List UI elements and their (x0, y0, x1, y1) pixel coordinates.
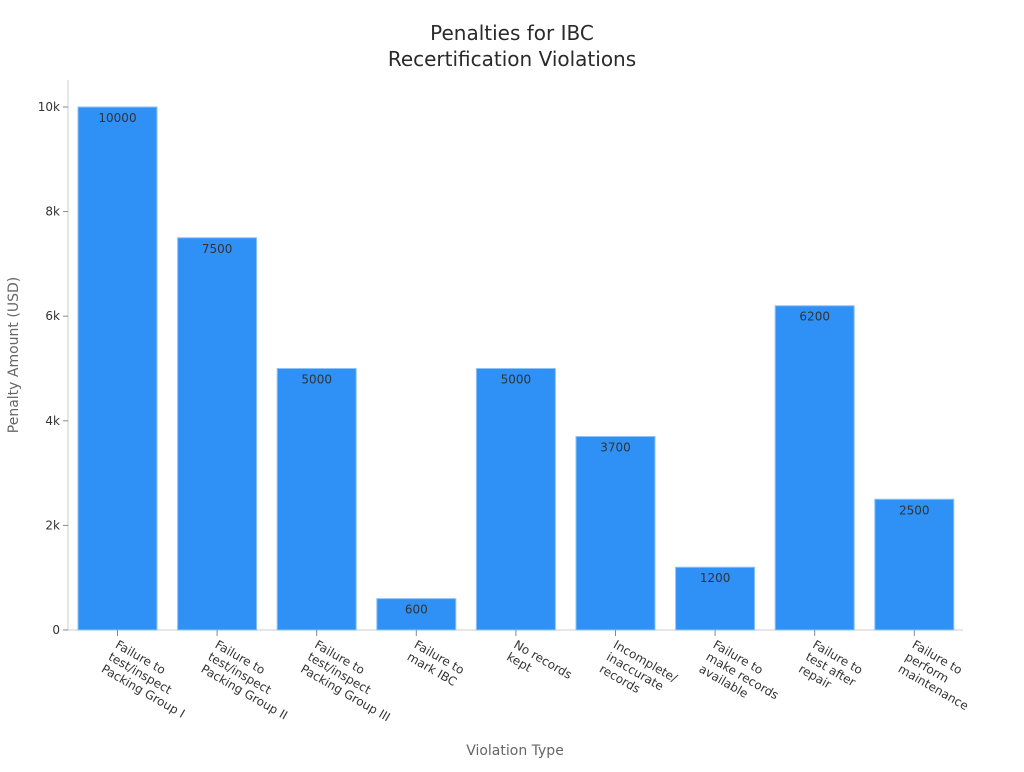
bar (77, 106, 158, 631)
bar (675, 566, 756, 631)
chart-title-line-2: Recertification Violations (388, 47, 636, 71)
y-tick-label: 4k (45, 414, 60, 428)
bar (774, 305, 855, 631)
bar-value-label: 6200 (799, 310, 830, 324)
bar (874, 498, 955, 631)
bar-value-label: 7500 (202, 242, 233, 256)
y-tick-label: 10k (38, 100, 60, 114)
bar (276, 368, 357, 631)
bar (475, 368, 556, 631)
x-axis-label: Violation Type (466, 743, 564, 759)
bar-value-label: 10000 (98, 111, 136, 125)
bar (575, 435, 656, 631)
y-tick-label: 8k (45, 205, 60, 219)
bar-value-label: 600 (405, 603, 428, 617)
y-tick-label: 0 (52, 623, 60, 637)
bar-value-label: 5000 (301, 373, 332, 387)
y-tick-label: 2k (45, 518, 60, 532)
bar-value-label: 5000 (501, 373, 532, 387)
bar-value-label: 1200 (700, 571, 731, 585)
bar-value-label: 2500 (899, 503, 930, 517)
bar (177, 237, 258, 631)
bar-value-label: 3700 (600, 440, 631, 454)
bar (376, 598, 457, 631)
chart-title-line-1: Penalties for IBC (430, 21, 594, 45)
y-axis-label: Penalty Amount (USD) (6, 277, 22, 433)
y-tick-label: 6k (45, 309, 60, 323)
